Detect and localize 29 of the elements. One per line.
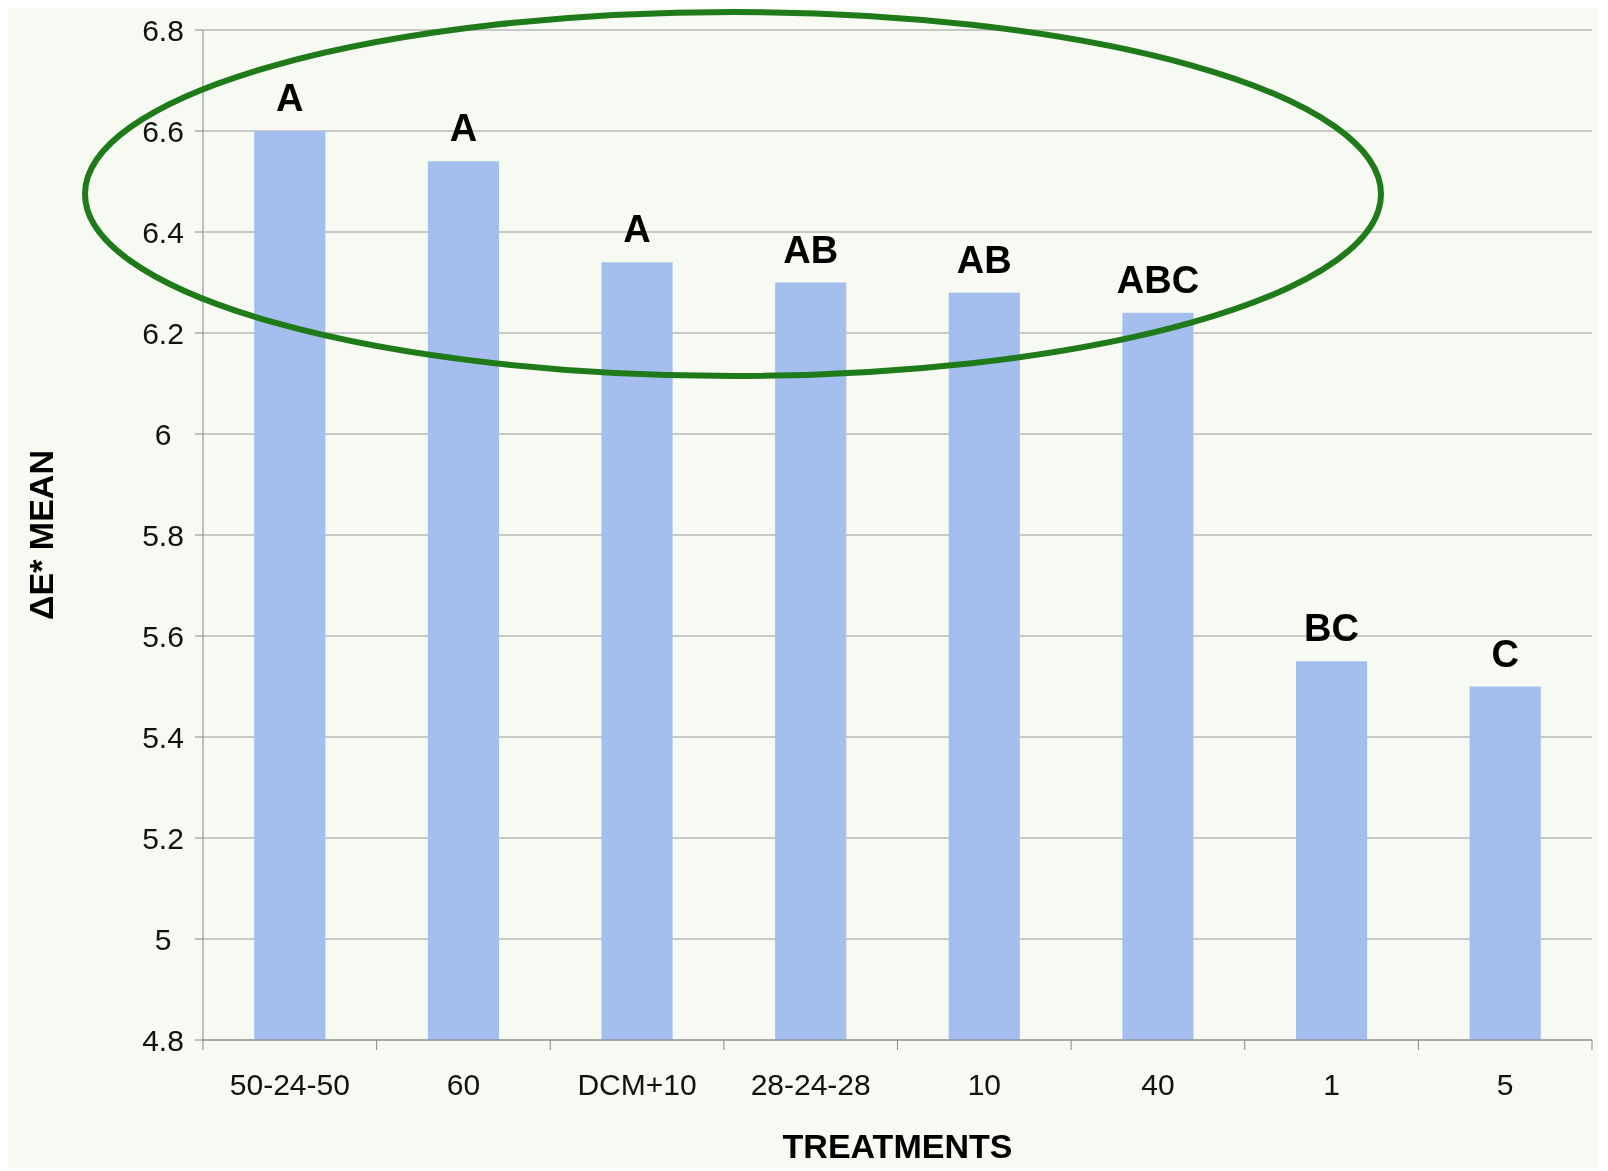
x-tick-label: 1 <box>1323 1068 1340 1101</box>
y-tick-label: 6.2 <box>142 316 184 350</box>
y-tick-label: 6 <box>154 417 172 451</box>
x-tick-label: 50-24-50 <box>229 1068 350 1101</box>
y-tick-label: 5.2 <box>142 821 184 855</box>
x-tick-label: 60 <box>446 1068 481 1101</box>
y-tick-label: 5.6 <box>142 619 184 653</box>
annotation: A <box>623 208 651 251</box>
y-tick-label: 5.4 <box>142 720 184 754</box>
x-tick-label: 5 <box>1496 1068 1514 1101</box>
y-tick-label: 6.4 <box>142 215 184 249</box>
x-tick-label: 40 <box>1141 1068 1175 1101</box>
annotation: A <box>449 107 478 150</box>
x-tick-label: 28-24-28 <box>750 1068 871 1101</box>
annotation: ABC <box>1116 258 1200 301</box>
annotation: BC <box>1304 607 1360 650</box>
x-tick-label: DCM+10 <box>577 1068 697 1101</box>
annotation: AB <box>956 238 1012 281</box>
y-tick-label: 5 <box>154 922 172 956</box>
annotation: AB <box>783 228 839 271</box>
y-tick-label: 5.8 <box>142 518 184 552</box>
x-tick-label: 10 <box>967 1068 1001 1101</box>
annotation: A <box>276 77 304 119</box>
y-tick-label: 6.8 <box>142 13 184 47</box>
annotation: C <box>1491 632 1519 675</box>
y-axis-title: ΔE* MEAN <box>22 450 60 620</box>
x-axis-title: TREATMENTS <box>782 1127 1013 1165</box>
y-tick-label: 6.6 <box>142 114 184 148</box>
y-tick-label: 4.8 <box>142 1023 184 1057</box>
